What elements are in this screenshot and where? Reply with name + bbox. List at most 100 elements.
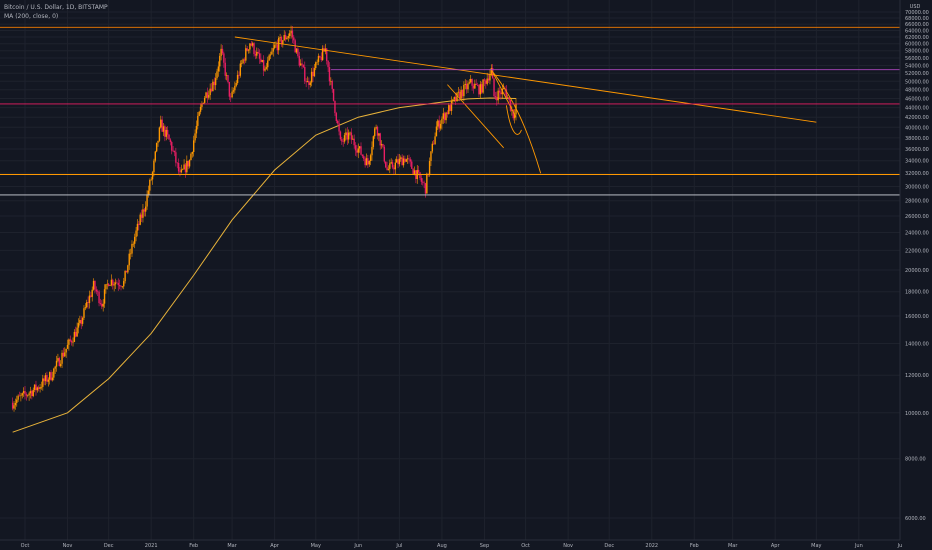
candle-body: [245, 48, 247, 61]
candle-body: [88, 295, 91, 304]
candle-body: [465, 83, 468, 90]
time-tick-label: May: [311, 543, 321, 549]
candle-body: [240, 63, 243, 64]
ma-200-layer: [12, 97, 516, 433]
candle-body: [347, 132, 350, 140]
candle-body: [338, 123, 340, 132]
candle-body: [246, 48, 248, 51]
price-axis-unit: USD: [910, 4, 921, 10]
drawings-layer: [234, 36, 817, 174]
candle-body: [220, 48, 222, 56]
candle-body: [364, 158, 366, 166]
candle-body: [345, 132, 347, 136]
candle-body: [57, 358, 59, 361]
candle-body: [169, 139, 172, 143]
candle-body: [336, 120, 339, 124]
candle-body: [343, 135, 346, 142]
candle-body: [412, 168, 414, 175]
price-tick-label: 26000.00: [905, 214, 929, 220]
candle-body: [161, 119, 163, 132]
time-axis-bg: [0, 540, 932, 550]
candle-body: [106, 283, 108, 285]
candle-body: [224, 62, 226, 76]
candle-body: [493, 78, 495, 96]
candle-body: [382, 144, 384, 147]
candle-body: [99, 303, 102, 304]
candle-body: [72, 341, 74, 343]
price-axis: USD 6000.00 8000.00 10000.00 12000.00 14000.0…: [900, 0, 932, 550]
candle-body: [123, 281, 125, 287]
candle-body: [496, 97, 498, 101]
candle-body: [194, 133, 196, 141]
candle-body: [64, 352, 66, 357]
candle-body: [155, 142, 158, 152]
candle-body: [216, 71, 218, 79]
candle-body: [32, 389, 34, 397]
wedge-line: [447, 84, 504, 149]
candle-body: [44, 375, 47, 382]
candle-body: [321, 48, 324, 61]
candle-body: [391, 162, 394, 168]
candle-body: [453, 97, 455, 100]
candle-body: [365, 158, 368, 166]
candle-body: [40, 386, 43, 388]
price-tick-label: 54000.00: [905, 63, 929, 69]
candle-body: [316, 61, 318, 63]
candle-body: [253, 43, 255, 55]
candle-body: [202, 102, 204, 104]
candle-body: [334, 100, 336, 114]
candle-body: [487, 78, 490, 81]
candle-body: [47, 379, 50, 382]
candle-body: [475, 83, 477, 86]
candle-body: [356, 150, 358, 153]
candle-body: [165, 129, 167, 137]
time-tick-label: Ju: [897, 543, 903, 549]
time-tick-label: Feb: [690, 543, 699, 549]
candle-body: [225, 75, 228, 76]
candle-body: [205, 92, 207, 98]
candle-body: [59, 363, 62, 367]
candle-body: [195, 125, 198, 134]
candle-body: [435, 126, 438, 137]
price-tick-label: 40000.00: [905, 125, 929, 131]
candle-body: [235, 83, 237, 86]
price-tick-label: 20000.00: [905, 268, 929, 274]
candle-body: [291, 30, 294, 38]
candle-body: [68, 339, 70, 345]
candle-body: [372, 136, 375, 147]
candle-body: [25, 394, 28, 396]
candle-body: [175, 152, 177, 163]
candle-body: [468, 82, 471, 84]
candle-body: [489, 74, 491, 81]
candle-body: [199, 106, 202, 112]
candle-body: [393, 167, 395, 170]
candle-body: [512, 109, 514, 119]
candle-body: [330, 81, 332, 82]
candle-body: [352, 138, 354, 140]
candle-body: [101, 303, 103, 307]
candle-body: [234, 85, 236, 91]
candle-body: [485, 80, 487, 84]
candle-body: [142, 209, 144, 218]
candle-body: [160, 119, 162, 128]
candle-body: [374, 128, 376, 137]
candle-body: [457, 91, 460, 93]
candle-body: [481, 84, 483, 93]
candle-body: [460, 89, 462, 99]
price-tick-label: 18000.00: [905, 290, 929, 296]
candle-body: [131, 243, 133, 254]
candle-body: [283, 35, 285, 41]
candle-body: [109, 285, 111, 286]
price-tick-label: 60000.00: [905, 42, 929, 48]
candle-body: [419, 172, 421, 179]
candle-body: [335, 113, 338, 121]
candle-body: [361, 154, 364, 157]
candle-body: [290, 30, 292, 34]
candle-body: [258, 53, 261, 59]
candle-body: [92, 281, 95, 290]
candle-body: [154, 151, 156, 161]
candle-body: [136, 223, 139, 231]
indicator-label: MA (200, close, 0): [4, 13, 59, 20]
candle-body: [461, 89, 464, 97]
